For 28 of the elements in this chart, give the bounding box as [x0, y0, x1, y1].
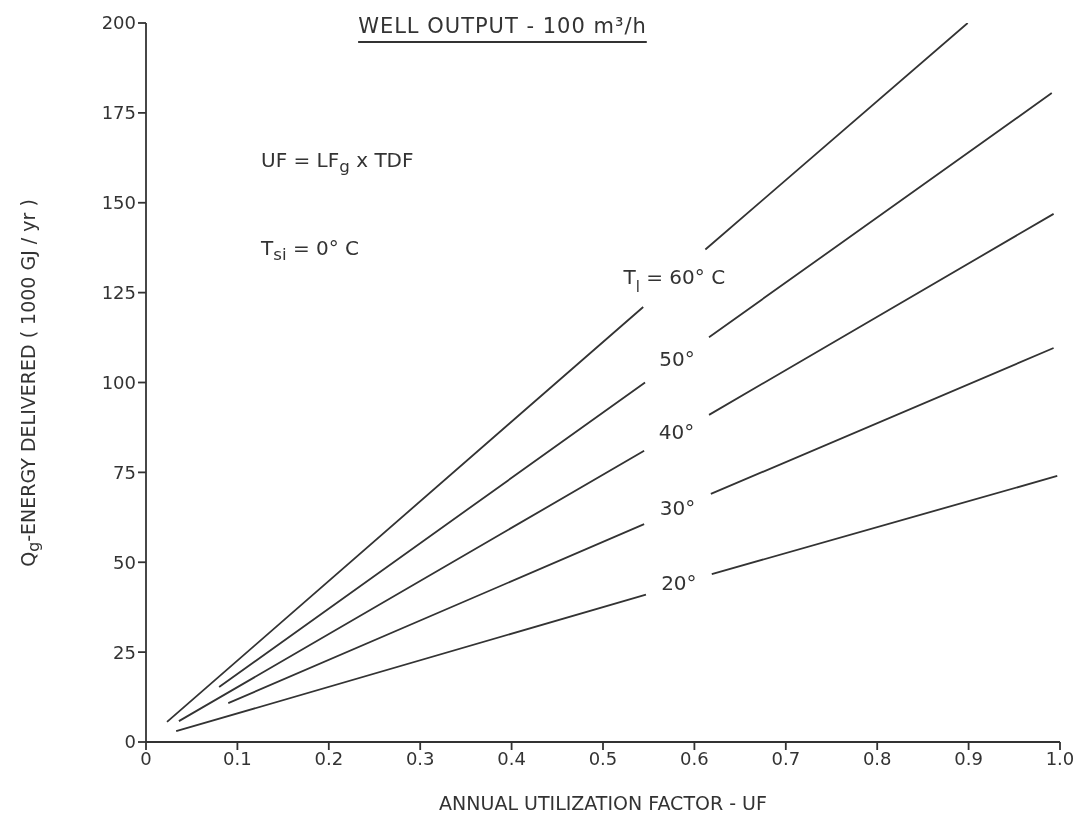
x-tick-label: 0 [140, 747, 152, 769]
annotation: UF = LF$_{g}$ x TDF [261, 148, 414, 176]
x-tick-label: 0.4 [497, 747, 526, 769]
y-tick-label: 25 [113, 641, 136, 663]
y-tick-label: 50 [113, 551, 136, 573]
y-tick-label: 75 [113, 461, 136, 483]
x-axis-title: ANNUAL UTILIZATION FACTOR - UF [439, 792, 767, 814]
x-tick-label: 1.0 [1045, 747, 1075, 769]
y-tick-label: 150 [101, 192, 136, 214]
series-label: T$_{l}$ = 60° C [622, 264, 726, 296]
y-tick-label: 0 [124, 731, 136, 753]
y-tick-label: 100 [101, 371, 136, 393]
series-label: 40° [658, 419, 695, 444]
x-tick-label: 0.3 [405, 747, 435, 769]
x-tick-label: 0.1 [223, 747, 252, 769]
series-label: 30° [659, 495, 696, 520]
y-tick-label: 175 [101, 102, 136, 124]
annotation: T$_{si}$ = 0° C [261, 236, 360, 264]
x-tick-label: 0.8 [862, 747, 892, 769]
x-tick-label: 0.6 [680, 747, 709, 769]
x-tick-label: 0.2 [314, 747, 344, 769]
y-tick-label: 200 [101, 12, 136, 34]
series-label: 20° [661, 570, 697, 595]
x-tick-label: 0.9 [954, 747, 983, 769]
x-tick-label: 0.5 [588, 747, 618, 769]
y-tick-label: 125 [101, 282, 136, 304]
x-tick-label: 0.7 [771, 747, 801, 769]
series-label: 50° [659, 346, 695, 371]
